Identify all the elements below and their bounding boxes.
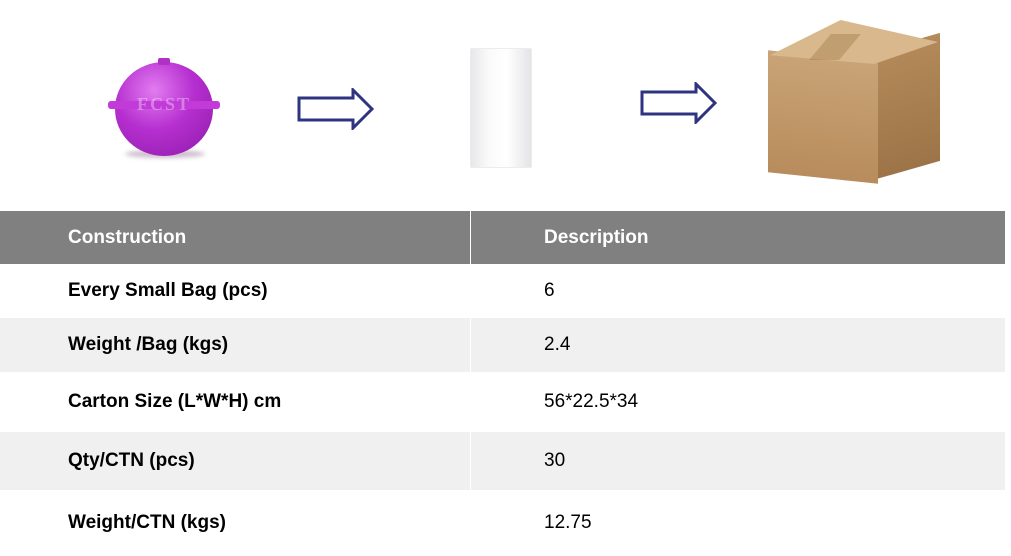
table-row: Weight/CTN (kgs) 12.75: [0, 490, 1005, 556]
row-label: Every Small Bag (pcs): [68, 280, 268, 301]
arrow-right-icon: [297, 88, 375, 130]
row-label: Weight/CTN (kgs): [68, 512, 226, 533]
header-description: Description: [470, 211, 1005, 264]
header-construction: Construction: [0, 211, 471, 264]
ball-logo: FCST: [136, 94, 191, 114]
table-header: Construction Description: [0, 211, 1005, 264]
table-row: Weight /Bag (kgs) 2.4: [0, 318, 1005, 372]
row-label: Qty/CTN (pcs): [0, 432, 471, 490]
table-row: Qty/CTN (pcs) 30: [0, 432, 1005, 490]
table-row: Every Small Bag (pcs) 6: [0, 264, 1005, 318]
row-label: Carton Size (L*W*H) cm: [68, 391, 282, 412]
row-value: 30: [470, 432, 1005, 490]
row-label: Weight /Bag (kgs): [0, 318, 471, 372]
row-value: 56*22.5*34: [470, 372, 1005, 432]
arrow-right-icon: [640, 82, 718, 124]
row-value: 6: [470, 264, 1005, 318]
box-front: [768, 50, 878, 184]
row-value: 2.4: [470, 318, 1005, 372]
table-row: Carton Size (L*W*H) cm 56*22.5*34: [0, 372, 1005, 432]
ball-body: [115, 62, 213, 156]
row-value: 12.75: [470, 490, 1005, 556]
ball-rim: [108, 101, 220, 109]
plastic-bag-image: [470, 48, 532, 168]
packing-spec-table: Construction Description Every Small Bag…: [0, 211, 1005, 556]
ball-cap: [158, 58, 170, 65]
